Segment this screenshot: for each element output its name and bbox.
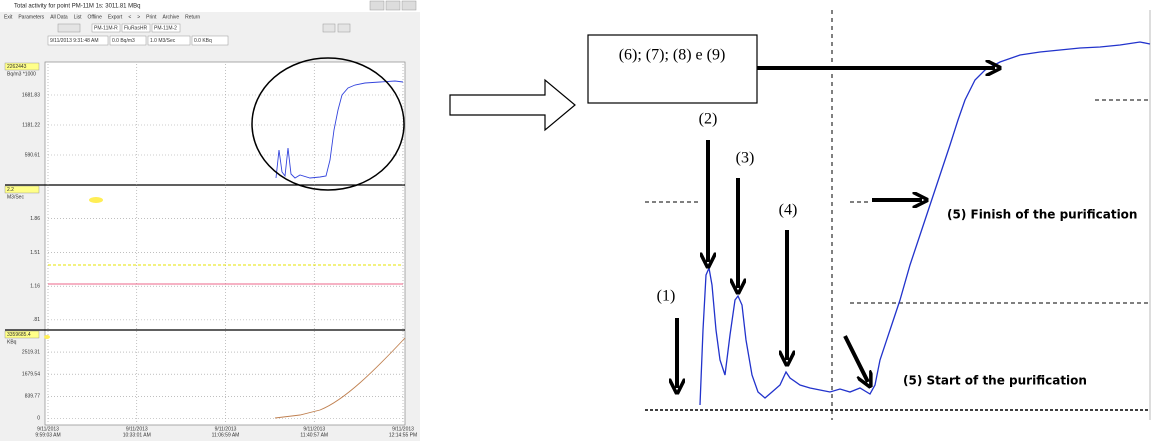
button[interactable] [337,23,351,33]
arrow [843,335,868,382]
field [47,35,109,46]
y-tick-label: 1.86 [30,216,40,222]
menu-item[interactable]: Return [185,14,200,20]
menu-item[interactable]: List [74,14,82,20]
finish-label: (5) Finish of the purification [947,208,1137,222]
field-value: 0.0 KBq [194,38,212,44]
button[interactable] [322,23,336,33]
channel-label: PM-11M-R [94,25,118,31]
flow-marker [89,197,103,203]
y-tick-label: 1181.22 [22,122,40,128]
x-tick-label: 9/11/2013 [126,426,148,432]
panel-max-box [4,62,40,71]
box-label: (6); (7); (8) e (9) [619,47,726,64]
x-tick-label: 11:06:59 AM [212,432,240,438]
field-value: 9/11/2013 9:31:48 AM [50,38,99,44]
maximize-button[interactable] [385,0,401,11]
flow-marker [44,335,50,339]
y-tick-label: .81 [33,317,40,323]
panel-max-box [4,185,40,194]
close-button[interactable] [401,0,417,11]
menu-item[interactable]: Parameters [18,14,44,20]
x-tick-label: 11:40:57 AM [300,432,328,438]
menu-item[interactable]: < [128,14,131,20]
window-title: Total activity for point PM-11M 1s: 3011… [14,4,141,10]
menu-item[interactable]: Print [146,14,157,20]
y-tick-label: 0 [37,416,40,422]
field-value: 0.0 Bq/m3 [112,38,135,44]
y-tick-label: 2519.31 [22,349,40,355]
button[interactable] [57,23,81,33]
activity-curve-zoom [699,41,1151,406]
menu-item[interactable]: Export [108,14,123,20]
field-value: 1.0 M3/Sec [150,38,176,44]
y-tick-label: 1.16 [30,283,40,289]
panel-max-box [4,330,40,339]
zoom-arrow [449,78,576,132]
panel-unit: KBq [7,339,17,345]
menu-item[interactable]: Exit [4,14,13,20]
y-tick-label: 839.77 [25,394,41,400]
x-tick-label: 10:33:01 AM [123,432,151,438]
channel-box [151,23,181,33]
x-tick-label: 12:14:55 PM [389,432,417,438]
channel-box [91,23,121,33]
point-label: (1) [657,288,676,305]
menu-item[interactable]: Offline [87,14,102,20]
field [109,35,147,46]
field-row: PM-11M-R FluRasHR PM-11M-2 9/11/2013 9:31:4… [47,23,351,46]
x-tick-label: 9/11/2013 [392,426,414,432]
y-tick-label: 1.51 [30,250,40,256]
menu-item[interactable]: Archive [162,14,179,20]
minimize-button[interactable] [369,0,385,11]
annotation-box [587,34,758,104]
x-tick-label: 9/11/2013 [37,426,59,432]
point-label: (2) [699,111,718,128]
menu-item[interactable]: > [137,14,140,20]
x-tick-label: 9/11/2013 [303,426,325,432]
total-activity-curve [274,337,406,419]
software-window: Total activity for point PM-11M 1s: 3011… [0,0,420,441]
title-bar [0,0,420,12]
field [191,35,229,46]
x-tick-label: 9:59:03 AM [35,432,60,438]
field [147,35,191,46]
y-tick-label: 1679.54 [22,372,40,378]
arrows [677,68,995,388]
channel-label: PM-11M-2 [154,25,177,31]
start-label: (5) Start of the purification [903,374,1087,388]
panel-max: 2.2 [7,187,14,193]
activity-curve [275,80,404,179]
menu-item[interactable]: All Data [50,14,68,20]
panel-max: 2262443 [7,64,27,70]
panel-unit: M3/Sec [7,194,24,200]
panel-max: 3359685.4 [7,332,31,338]
point-label: (4) [779,202,798,219]
y-tick-label: 590.61 [25,152,41,158]
channel-label: FluRasHR [124,25,147,31]
highlight-ellipse [251,57,405,191]
panel-unit: Bq/m3 *1000 [7,71,36,77]
zoom-panel: (6); (7); (8) e (9) (1) (2) (3) (4) (5) … [587,10,1151,420]
x-tick-label: 9/11/2013 [215,426,237,432]
y-tick-label: 1681.83 [22,92,40,98]
menu-bar: Exit Parameters All Data List Offline Export <… [4,14,200,20]
point-label: (3) [736,150,755,167]
plot-area [44,61,406,426]
channel-box [121,23,151,33]
